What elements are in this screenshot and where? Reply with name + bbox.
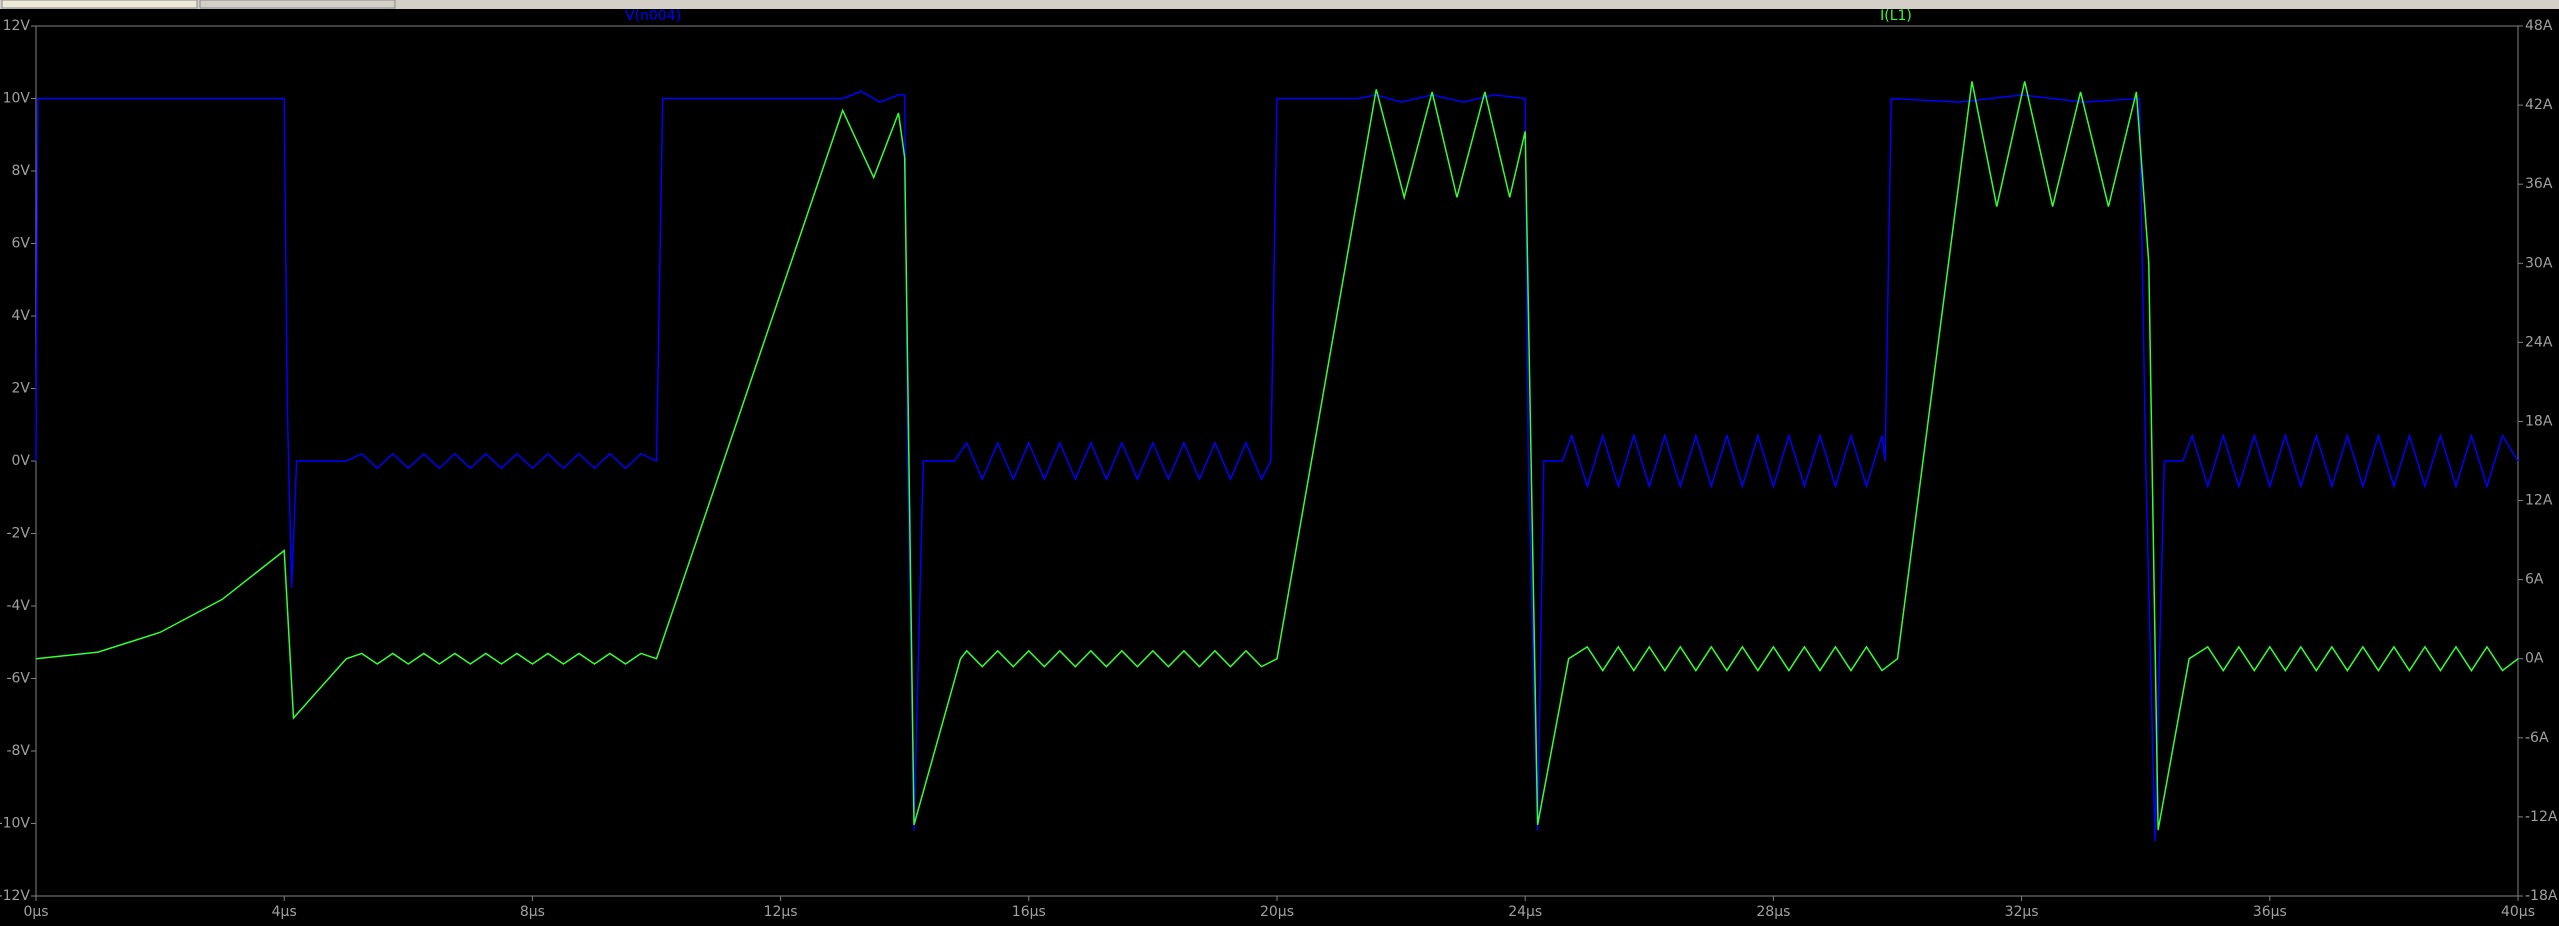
y2-tick-label: -18A [2525,888,2558,904]
y2-tick-label: 0A [2525,651,2544,667]
series-line [35,90,2519,842]
y-tick-label: 10V [3,91,31,107]
x-tick-label: 20µs [1260,904,1294,920]
y2-tick-label: 48A [2525,18,2553,34]
y-tick-label: 12V [3,18,31,34]
y2-tick-label: 36A [2525,176,2553,192]
y-tick-label: 0V [12,453,31,469]
x-tick-label: 8µs [520,904,545,920]
x-tick-label: 16µs [1012,904,1046,920]
y2-tick-label: 18A [2525,413,2553,429]
y-tick-label: -4V [6,598,30,614]
x-tick-label: 0µs [23,904,48,920]
y-tick-label: -2V [6,526,30,542]
tab-bar [0,0,2559,9]
tab[interactable] [1,0,198,9]
y-tick-label: -12V [0,888,30,904]
y-tick-label: 4V [12,308,31,324]
y-tick-label: -6V [6,671,30,687]
y2-tick-label: 30A [2525,255,2553,271]
x-tick-label: 28µs [1756,904,1790,920]
y2-tick-label: 12A [2525,493,2553,509]
y2-tick-label: 24A [2525,334,2553,350]
y2-tick-label: 6A [2525,572,2544,588]
x-tick-label: 40µs [2501,904,2535,920]
x-tick-label: 36µs [2253,904,2287,920]
series-label: I(L1) [1880,8,1912,24]
y2-tick-label: -12A [2525,809,2558,825]
x-tick-label: 4µs [272,904,297,920]
tab[interactable] [199,0,396,9]
y2-tick-label: -6A [2525,730,2549,746]
y-tick-label: 8V [12,163,31,179]
y-tick-label: 6V [12,236,31,252]
x-tick-label: 32µs [2005,904,2039,920]
series-line [35,81,2519,831]
y-tick-label: 2V [12,381,31,397]
y-tick-label: -10V [0,816,30,832]
y-tick-label: -8V [6,743,30,759]
x-tick-label: 12µs [764,904,798,920]
y2-tick-label: 42A [2525,97,2553,113]
series-label: V(n004) [625,8,681,24]
x-tick-label: 24µs [1508,904,1542,920]
